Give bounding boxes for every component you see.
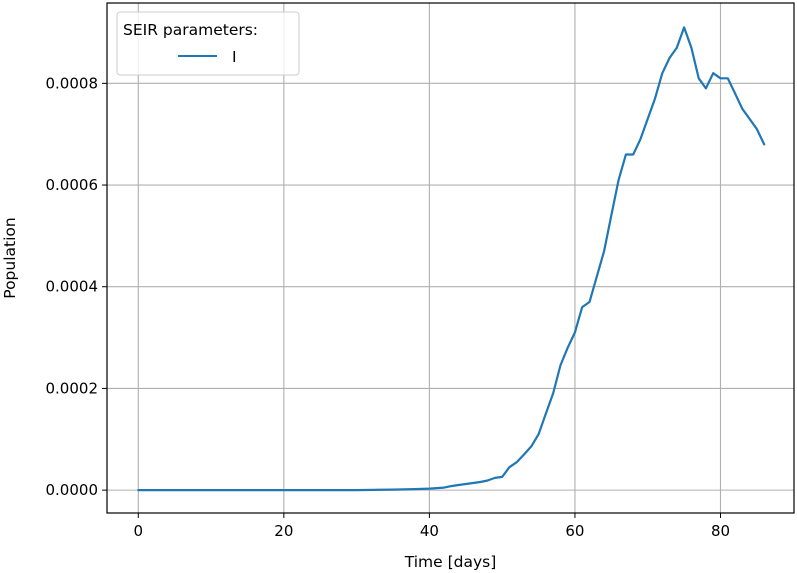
y-tick-label: 0.0008 [46,74,99,92]
legend-label-i: I [232,48,237,66]
x-axis-title: Time [days] [404,553,497,571]
x-tick-label: 20 [274,522,293,540]
legend-title: SEIR parameters: [123,21,258,39]
grid-lines [107,3,794,513]
series-layer [137,26,766,492]
x-tick-label: 0 [134,522,144,540]
legend: SEIR parameters: I [116,11,300,76]
plot-frame [106,2,795,514]
x-axis-ticks: 0 20 40 60 80 [134,513,730,540]
y-tick-label: 0.0000 [46,481,99,499]
x-tick-label: 80 [711,522,730,540]
x-tick-label: 40 [420,522,439,540]
y-axis-title: Population [1,217,19,298]
legend-box [116,11,300,76]
y-tick-label: 0.0004 [46,278,99,296]
y-tick-label: 0.0006 [46,176,99,194]
y-axis-ticks: 0.0000 0.0002 0.0004 0.0006 0.0008 [46,74,107,499]
series-line-i [137,26,766,492]
y-tick-label: 0.0002 [46,379,99,397]
x-tick-label: 60 [565,522,584,540]
